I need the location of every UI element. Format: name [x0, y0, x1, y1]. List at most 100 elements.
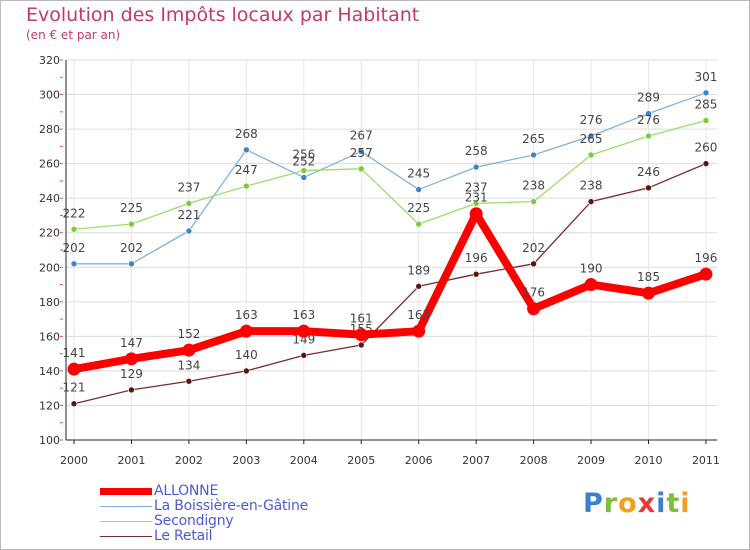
data-label-allonne: 163	[407, 308, 430, 322]
x-tick-label: 2004	[290, 454, 318, 467]
x-tick-label: 2009	[577, 454, 605, 467]
data-point-le-retail	[185, 377, 193, 385]
data-point-le-retail	[300, 352, 308, 359]
data-label-le-retail: 134	[177, 358, 200, 372]
data-point-secondigny	[587, 151, 595, 159]
data-label-la-boissi-re-en-g-tine: 258	[465, 144, 488, 158]
data-label-la-boissi-re-en-g-tine: 276	[580, 113, 603, 127]
data-point-allonne	[354, 328, 368, 342]
data-point-le-retail	[472, 270, 480, 278]
data-point-la-boissi-re-en-g-tine	[128, 260, 135, 268]
data-point-le-retail	[587, 198, 595, 205]
data-point-allonne	[182, 343, 196, 357]
data-label-allonne: 163	[235, 308, 258, 322]
data-label-la-boissi-re-en-g-tine: 252	[292, 154, 315, 168]
data-point-allonne	[527, 302, 541, 316]
logo-letter: i	[680, 488, 691, 519]
data-label-secondigny: 276	[637, 113, 660, 127]
legend-item-le-retail: Le Retail	[100, 528, 380, 544]
legend-item-la-boissiere: La Boissière-en-Gâtine	[100, 498, 380, 514]
data-point-allonne	[469, 207, 483, 221]
data-label-allonne: 185	[637, 270, 660, 284]
y-tick-label: 160	[39, 330, 60, 343]
data-label-le-retail: 121	[63, 381, 86, 395]
data-label-la-boissi-re-en-g-tine: 301	[694, 70, 717, 84]
y-tick-label: 180	[39, 296, 60, 309]
data-label-le-retail: 202	[522, 241, 545, 255]
data-label-allonne: 161	[350, 312, 373, 326]
y-tick-label: 280	[39, 123, 60, 136]
y-tick-label: 140	[39, 365, 60, 378]
data-point-le-retail	[70, 400, 78, 408]
data-label-la-boissi-re-en-g-tine: 267	[350, 129, 373, 143]
data-point-allonne	[239, 324, 253, 338]
data-label-secondigny: 238	[522, 179, 545, 193]
data-point-secondigny	[128, 220, 135, 228]
legend-swatch-le-retail	[100, 536, 152, 537]
data-point-allonne	[699, 267, 713, 281]
proxiti-logo: Proxiti	[583, 488, 691, 519]
logo-letter: o	[618, 488, 638, 519]
legend-label-secondigny: Secondigny	[154, 513, 234, 529]
legend-swatch-secondigny	[100, 521, 152, 522]
data-label-le-retail: 196	[465, 251, 488, 265]
data-label-la-boissi-re-en-g-tine: 265	[522, 132, 545, 146]
data-label-le-retail: 238	[580, 179, 603, 193]
data-label-secondigny: 225	[407, 201, 430, 215]
x-tick-label: 2010	[635, 454, 663, 467]
chart-subtitle: (en € et par an)	[26, 28, 121, 42]
legend-item-allonne: ALLONNE	[100, 483, 380, 499]
data-label-la-boissi-re-en-g-tine: 202	[63, 241, 86, 255]
data-label-le-retail: 129	[120, 367, 143, 381]
data-label-allonne: 231	[465, 191, 488, 205]
y-tick-label: 240	[39, 192, 60, 205]
series-line-allonne	[70, 209, 710, 374]
data-point-le-retail	[357, 341, 365, 349]
legend-item-secondigny: Secondigny	[100, 513, 380, 529]
data-point-la-boissi-re-en-g-tine	[472, 163, 480, 171]
logo-letter: x	[637, 488, 657, 519]
x-tick-label: 2008	[520, 454, 548, 467]
data-point-allonne	[584, 278, 598, 292]
x-tick-label: 2001	[117, 454, 145, 467]
data-point-la-boissi-re-en-g-tine	[243, 146, 250, 154]
data-point-secondigny	[300, 167, 308, 174]
plot-area	[66, 60, 717, 440]
data-label-le-retail: 140	[235, 348, 258, 362]
data-label-secondigny: 256	[292, 148, 315, 162]
y-tick-label: 300	[39, 89, 60, 102]
data-label-la-boissi-re-en-g-tine: 202	[120, 241, 143, 255]
data-point-le-retail	[645, 184, 652, 192]
data-point-secondigny	[185, 200, 193, 207]
series-line-la-boissi-re-en-g-tine	[73, 92, 707, 265]
x-tick-label: 2000	[60, 454, 88, 467]
data-label-secondigny: 237	[177, 180, 200, 194]
data-point-la-boissi-re-en-g-tine	[587, 132, 595, 140]
data-point-la-boissi-re-en-g-tine	[645, 110, 652, 117]
data-point-allonne	[297, 324, 311, 338]
data-point-la-boissi-re-en-g-tine	[530, 151, 537, 159]
data-label-le-retail: 246	[637, 165, 660, 179]
data-label-secondigny: 237	[465, 180, 488, 194]
legend-label-le-retail: Le Retail	[154, 528, 213, 544]
y-tick-label: 260	[39, 158, 60, 171]
x-tick-label: 2002	[175, 454, 203, 467]
data-point-secondigny	[530, 198, 537, 205]
y-tick-label: 220	[39, 227, 60, 240]
data-point-le-retail	[530, 260, 537, 268]
data-point-allonne	[412, 324, 426, 338]
data-point-le-retail	[702, 160, 710, 167]
legend-label-allonne: ALLONNE	[154, 483, 219, 499]
data-point-le-retail	[415, 282, 423, 290]
x-tick-label: 2011	[692, 454, 720, 467]
data-label-secondigny: 265	[580, 132, 603, 146]
data-label-allonne: 141	[63, 346, 86, 360]
x-tick-label: 2006	[405, 454, 433, 467]
data-label-secondigny: 285	[694, 97, 717, 111]
data-point-secondigny	[472, 200, 480, 207]
data-label-secondigny: 222	[63, 206, 86, 220]
series-line-le-retail	[73, 162, 707, 405]
logo-letter: i	[656, 488, 667, 519]
y-tick-label: 120	[39, 399, 60, 412]
